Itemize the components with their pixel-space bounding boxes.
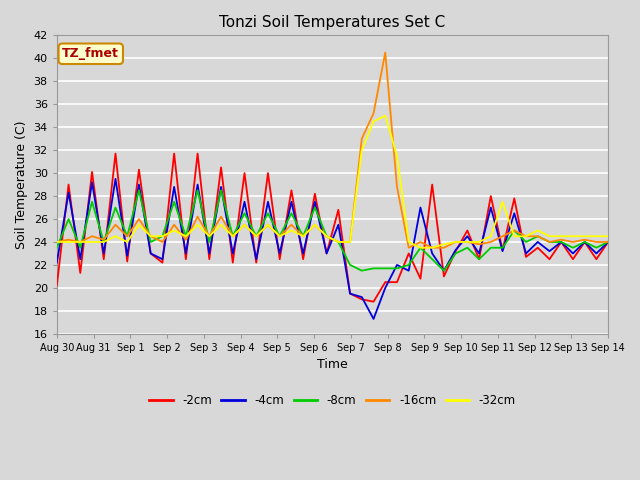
X-axis label: Time: Time (317, 359, 348, 372)
Y-axis label: Soil Temperature (C): Soil Temperature (C) (15, 120, 28, 249)
Title: Tonzi Soil Temperatures Set C: Tonzi Soil Temperatures Set C (220, 15, 445, 30)
Legend: -2cm, -4cm, -8cm, -16cm, -32cm: -2cm, -4cm, -8cm, -16cm, -32cm (145, 389, 520, 411)
Text: TZ_fmet: TZ_fmet (62, 47, 119, 60)
